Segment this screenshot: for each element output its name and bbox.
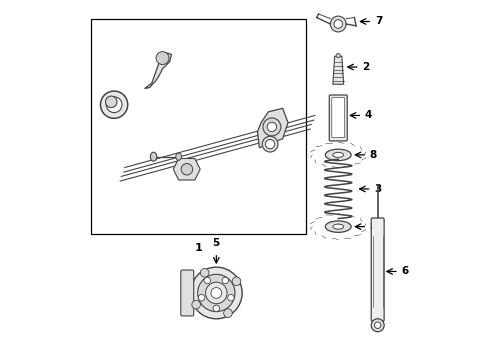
- Circle shape: [266, 139, 275, 149]
- Circle shape: [197, 274, 235, 312]
- Circle shape: [330, 16, 346, 32]
- Circle shape: [228, 294, 234, 301]
- Ellipse shape: [333, 152, 343, 157]
- Circle shape: [105, 96, 117, 108]
- Ellipse shape: [150, 152, 157, 161]
- Circle shape: [263, 118, 281, 136]
- Text: 6: 6: [401, 266, 409, 276]
- Circle shape: [200, 269, 209, 277]
- Polygon shape: [145, 53, 171, 89]
- Circle shape: [156, 51, 169, 64]
- Polygon shape: [333, 56, 343, 84]
- Circle shape: [374, 322, 381, 328]
- FancyBboxPatch shape: [329, 95, 347, 141]
- Text: 2: 2: [362, 62, 369, 72]
- FancyBboxPatch shape: [181, 270, 194, 316]
- Circle shape: [100, 91, 128, 118]
- Circle shape: [191, 267, 242, 319]
- FancyBboxPatch shape: [371, 218, 384, 321]
- Circle shape: [198, 294, 205, 301]
- Circle shape: [262, 136, 278, 152]
- Circle shape: [213, 305, 220, 312]
- Text: 4: 4: [365, 111, 372, 121]
- Text: 1: 1: [195, 243, 202, 253]
- Circle shape: [222, 277, 229, 284]
- Circle shape: [371, 319, 384, 332]
- Text: 7: 7: [375, 17, 382, 27]
- Text: 8: 8: [370, 222, 377, 231]
- FancyBboxPatch shape: [332, 98, 344, 138]
- Circle shape: [232, 277, 241, 285]
- Circle shape: [181, 163, 193, 175]
- Circle shape: [106, 97, 122, 113]
- Circle shape: [223, 309, 232, 318]
- Ellipse shape: [333, 224, 343, 229]
- Circle shape: [204, 277, 211, 284]
- Text: 3: 3: [374, 184, 381, 194]
- Circle shape: [267, 122, 276, 132]
- Bar: [91, 19, 306, 234]
- Ellipse shape: [325, 221, 351, 232]
- Circle shape: [205, 282, 227, 304]
- Polygon shape: [173, 158, 200, 180]
- Ellipse shape: [325, 149, 351, 161]
- Circle shape: [211, 288, 221, 298]
- Text: 5: 5: [213, 238, 220, 248]
- Polygon shape: [258, 108, 288, 148]
- Ellipse shape: [176, 153, 181, 160]
- Circle shape: [192, 300, 200, 309]
- Text: 8: 8: [370, 150, 377, 160]
- Circle shape: [334, 20, 343, 28]
- Circle shape: [336, 53, 341, 58]
